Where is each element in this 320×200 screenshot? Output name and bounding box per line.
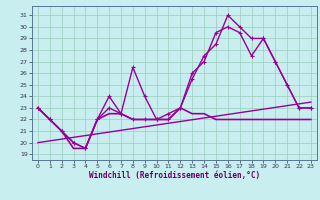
X-axis label: Windchill (Refroidissement éolien,°C): Windchill (Refroidissement éolien,°C) [89, 171, 260, 180]
